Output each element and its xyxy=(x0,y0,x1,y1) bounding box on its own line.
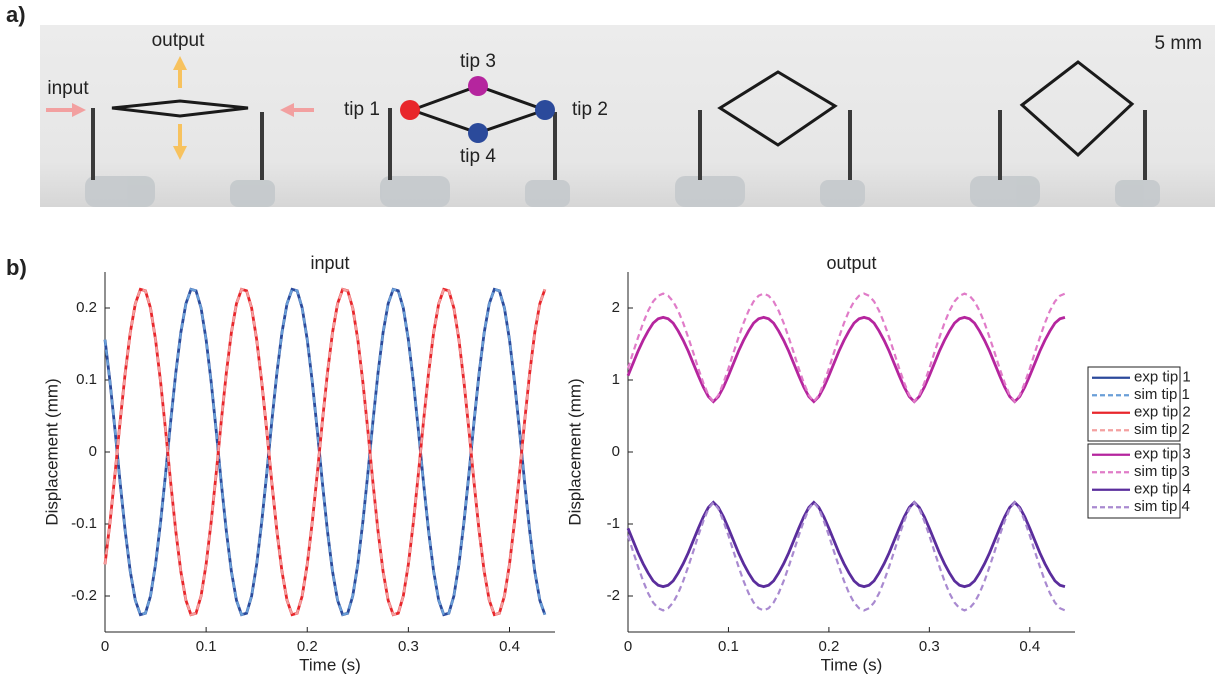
scale-label: 5 mm xyxy=(1155,33,1203,54)
x-tick-label: 0.4 xyxy=(1019,638,1040,655)
x-tick-label: 0.2 xyxy=(297,638,318,655)
x-tick-label: 0.1 xyxy=(196,638,217,655)
y-tick-label: 2 xyxy=(612,299,620,316)
y-tick-label: -0.1 xyxy=(71,515,97,532)
x-axis-label: Time (s) xyxy=(821,655,883,674)
tip-markers xyxy=(400,76,555,143)
y-axis-label: Displacement (mm) xyxy=(42,378,61,525)
panel-label: b) xyxy=(6,255,27,280)
panel-label: a) xyxy=(6,2,26,27)
photo-background xyxy=(40,25,1215,207)
y-tick-label: 0.1 xyxy=(76,371,97,388)
legend-label: sim tip 4 xyxy=(1134,498,1190,515)
photo-clamps xyxy=(85,176,1160,207)
x-tick-label: 0 xyxy=(101,638,109,655)
legend-box xyxy=(1087,443,1181,519)
y-tick-label: -0.2 xyxy=(71,587,97,604)
annotation: input xyxy=(47,78,89,99)
series-line xyxy=(103,287,547,617)
legend-label: exp tip 1 xyxy=(1134,369,1191,386)
y-tick-label: 0 xyxy=(612,443,620,460)
y-tick-label: -1 xyxy=(607,515,620,532)
annotation: tip 1 xyxy=(344,99,380,120)
legend-label: sim tip 1 xyxy=(1134,386,1190,403)
chart-title: output xyxy=(826,253,876,273)
photo-posts xyxy=(91,108,1147,180)
annotation: tip 2 xyxy=(572,99,608,120)
series-line xyxy=(626,292,1066,404)
legend-label: sim tip 2 xyxy=(1134,421,1190,438)
x-tick-label: 0.4 xyxy=(499,638,520,655)
y-tick-label: 0 xyxy=(89,443,97,460)
series-line xyxy=(103,287,547,617)
series-line xyxy=(626,315,1066,404)
legend-label: exp tip 3 xyxy=(1134,446,1191,463)
x-tick-label: 0.2 xyxy=(818,638,839,655)
series-line xyxy=(626,500,1066,589)
photo-strip: output input tip 3 tip 1 tip 2 tip 4 5 m… xyxy=(40,25,1215,207)
y-tick-label: 0.2 xyxy=(76,299,97,316)
x-tick-label: 0.1 xyxy=(718,638,739,655)
annotation: tip 4 xyxy=(460,146,496,167)
chart-title: input xyxy=(310,253,349,273)
series-line xyxy=(626,500,1066,612)
legend-label: sim tip 3 xyxy=(1134,463,1190,480)
x-tick-label: 0 xyxy=(624,638,632,655)
legend-label: exp tip 4 xyxy=(1134,481,1191,498)
legend-label: exp tip 2 xyxy=(1134,404,1191,421)
y-axis-label: Displacement (mm) xyxy=(565,378,584,525)
y-tick-label: 1 xyxy=(612,371,620,388)
series-line xyxy=(103,287,546,617)
x-tick-label: 0.3 xyxy=(919,638,940,655)
x-tick-label: 0.3 xyxy=(398,638,419,655)
y-tick-label: -2 xyxy=(607,587,620,604)
x-axis-label: Time (s) xyxy=(299,655,361,674)
series-line xyxy=(103,287,546,617)
photo-arrows xyxy=(46,56,314,160)
annotation: output xyxy=(152,30,206,51)
legend-box xyxy=(1087,366,1181,442)
annotation: tip 3 xyxy=(460,51,496,72)
